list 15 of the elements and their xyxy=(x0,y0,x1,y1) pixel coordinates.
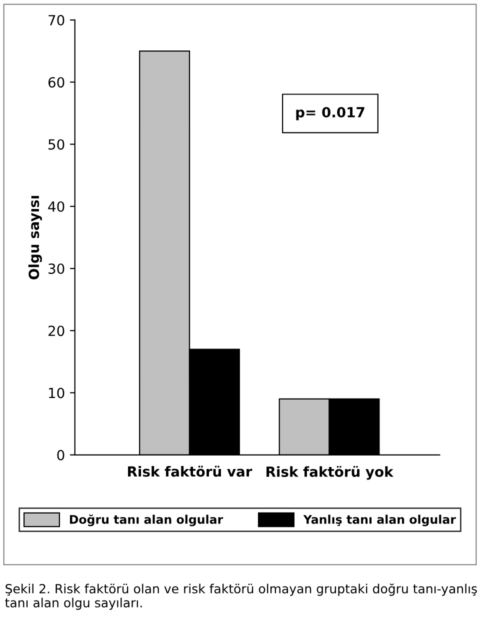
y-tick-label: 50 xyxy=(48,139,64,150)
y-tick-label: 30 xyxy=(48,263,64,274)
y-tick-label: 40 xyxy=(48,201,64,212)
x-tick-label: Risk faktörü yok xyxy=(266,466,394,480)
legend-label: Yanlış tanı alan olgular xyxy=(303,514,456,526)
annotation: p= 0.017 xyxy=(296,107,364,120)
y-tick-label: 70 xyxy=(48,14,64,26)
y-tick-label: 10 xyxy=(49,388,64,398)
y-tick-label: 20 xyxy=(48,326,64,336)
legend-label: Doğru tanı alan olgular xyxy=(70,514,224,526)
y-tick-label: 0 xyxy=(57,450,64,460)
text: Şekil 2. Risk faktörü olan ve risk faktörü olmayan gruptaki doğru tanı-yanlış tanı alan olgu sayıları. xyxy=(5,583,477,610)
x-tick-label: Risk faktörü var xyxy=(128,466,252,477)
y-axis-title: Olgu sayısı xyxy=(28,196,42,280)
y-tick-label: 60 xyxy=(48,77,64,88)
